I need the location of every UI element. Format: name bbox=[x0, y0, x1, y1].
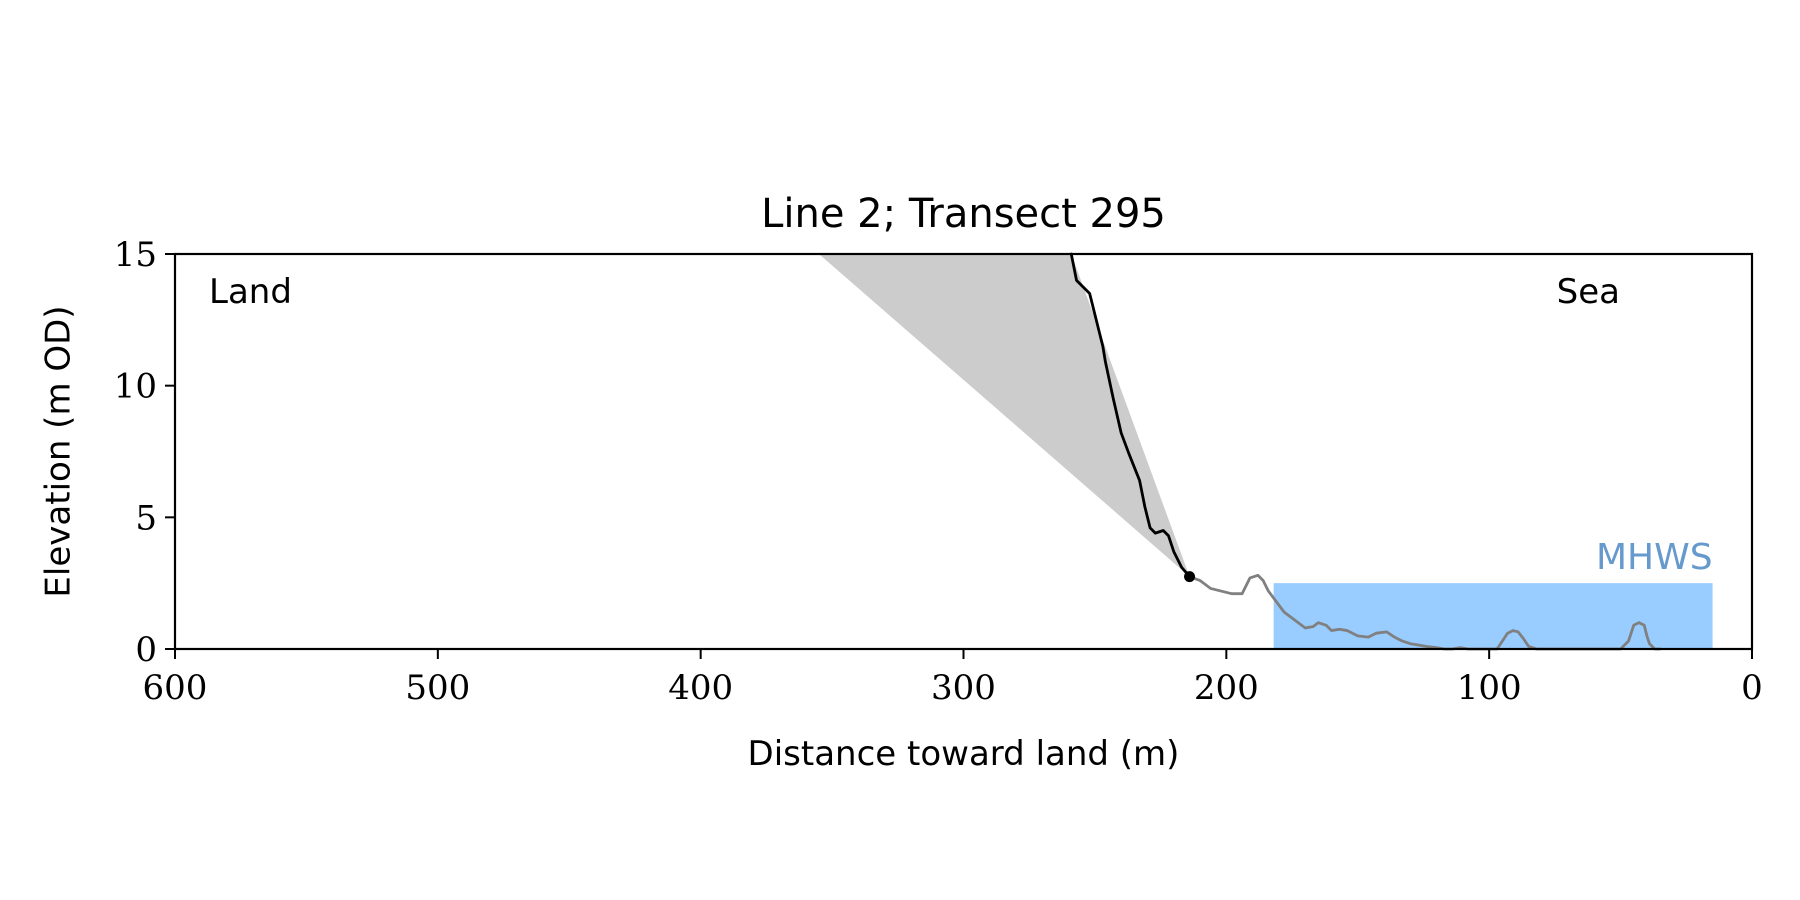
mhws-sea-area bbox=[1273, 583, 1713, 649]
x-tick-label: 100 bbox=[1457, 668, 1522, 708]
y-axis-label: Elevation (m OD) bbox=[39, 305, 79, 597]
cliff-profile-line bbox=[1069, 252, 1191, 578]
x-tick-label: 400 bbox=[668, 668, 733, 708]
x-tick-label: 200 bbox=[1194, 668, 1259, 708]
y-tick-label: 15 bbox=[114, 235, 157, 275]
mhws-label: MHWS bbox=[1596, 537, 1713, 578]
y-tick-label: 10 bbox=[114, 367, 157, 407]
x-tick-label: 600 bbox=[143, 668, 208, 708]
cliff-toe-point bbox=[1184, 571, 1196, 583]
chart-title: Line 2; Transect 295 bbox=[761, 191, 1166, 237]
x-axis-label: Distance toward land (m) bbox=[748, 734, 1180, 774]
y-tick-label: 5 bbox=[135, 498, 157, 538]
land-annotation: Land bbox=[209, 272, 292, 312]
shaded-wedge bbox=[818, 254, 1190, 577]
y-axis-ticks: 0 5 10 15 bbox=[114, 235, 175, 670]
y-tick-label: 0 bbox=[135, 630, 157, 670]
x-tick-label: 500 bbox=[405, 668, 470, 708]
plot-content bbox=[818, 252, 1713, 651]
x-tick-label: 300 bbox=[931, 668, 996, 708]
sea-annotation: Sea bbox=[1557, 272, 1620, 312]
x-axis-ticks: 600 500 400 300 200 100 0 bbox=[143, 649, 1763, 708]
x-tick-label: 0 bbox=[1741, 668, 1763, 708]
